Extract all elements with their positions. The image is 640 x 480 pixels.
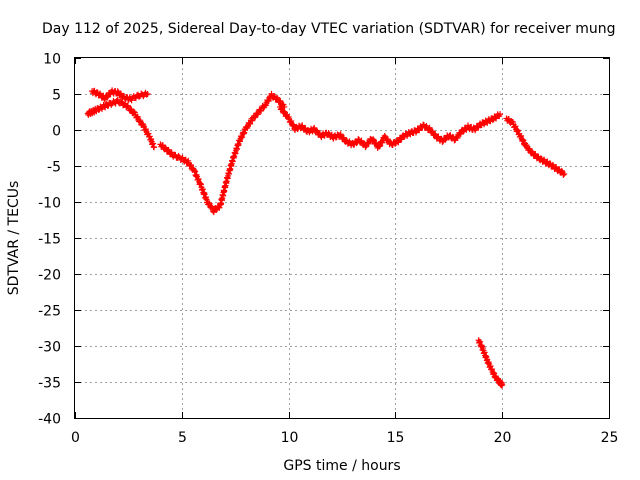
x-tick-label: 20 — [494, 430, 512, 446]
data-point — [523, 142, 530, 149]
data-point — [247, 120, 254, 127]
x-tick-label: 0 — [71, 430, 80, 446]
plot-frame — [74, 57, 610, 419]
data-point — [117, 98, 124, 105]
data-point — [512, 123, 519, 130]
data-point — [145, 130, 152, 137]
data-point — [313, 127, 320, 134]
data-point — [162, 144, 169, 151]
y-axis-title: SDTVAR / TECUs — [6, 181, 22, 296]
y-tick-label: -25 — [38, 304, 61, 320]
data-point — [136, 117, 143, 124]
data-point — [514, 127, 521, 134]
y-tick-label: 10 — [43, 52, 61, 68]
data-point — [337, 131, 344, 138]
x-tick-label: 10 — [281, 430, 299, 446]
data-point — [132, 95, 139, 102]
data-point — [104, 94, 111, 101]
data-point — [460, 128, 467, 135]
data-point — [370, 136, 377, 143]
y-tick-label: 5 — [52, 88, 61, 104]
x-tick-labels: 0 5 10 15 20 25 — [71, 430, 618, 446]
data-point — [139, 120, 146, 127]
x-tick-label: 5 — [178, 430, 187, 446]
data-point — [258, 107, 265, 114]
y-tick-label: -30 — [38, 340, 61, 356]
data-point — [489, 117, 496, 124]
y-tick-label: -20 — [38, 268, 61, 284]
data-point — [142, 126, 149, 133]
data-point — [134, 113, 141, 120]
data-point — [114, 96, 121, 103]
data-point — [281, 108, 288, 115]
data-point — [499, 381, 506, 388]
data-point — [454, 134, 461, 141]
y-tick-label: -10 — [38, 196, 61, 212]
x-tick-label: 15 — [387, 430, 405, 446]
y-tick-label: -15 — [38, 232, 61, 248]
x-tick-label: 25 — [601, 430, 619, 446]
data-point — [428, 128, 435, 135]
data-point — [561, 170, 568, 177]
data-point — [376, 143, 383, 150]
data-point — [151, 144, 158, 151]
data-point — [143, 91, 150, 98]
data-point — [185, 157, 192, 164]
chart-title: Day 112 of 2025, Sidereal Day-to-day VTE… — [42, 21, 616, 37]
data-point — [288, 117, 295, 124]
data-point — [529, 148, 536, 155]
data-series — [84, 87, 568, 389]
x-axis-title: GPS time / hours — [283, 458, 400, 474]
y-tick-label: -35 — [38, 376, 61, 392]
y-tick-labels: 10 5 0 -5 -10 -15 -20 -25 -30 -35 -40 — [38, 52, 61, 428]
data-point — [262, 102, 269, 109]
data-point — [290, 121, 297, 128]
data-point — [114, 88, 121, 95]
data-point — [216, 204, 223, 211]
data-point — [124, 102, 131, 109]
data-point — [378, 138, 385, 145]
y-tick-label: -40 — [38, 412, 61, 428]
axis-ticks — [75, 58, 610, 419]
data-point — [188, 162, 195, 169]
data-point — [362, 144, 369, 151]
data-point — [537, 155, 544, 162]
data-point — [277, 97, 284, 104]
y-tick-label: -5 — [47, 160, 61, 176]
data-point — [515, 127, 522, 134]
y-tick-label: 0 — [52, 124, 61, 140]
data-point — [213, 206, 220, 213]
data-point — [412, 129, 419, 136]
data-point — [279, 105, 286, 112]
data-point — [426, 124, 433, 131]
data-point — [130, 108, 137, 115]
data-point — [144, 91, 151, 97]
data-point — [353, 140, 360, 147]
grid — [75, 58, 609, 418]
data-point — [265, 98, 272, 105]
data-point — [558, 167, 565, 174]
data-point — [381, 133, 388, 140]
data-point — [497, 111, 504, 118]
data-point — [560, 171, 567, 178]
data-point — [249, 117, 256, 124]
data-point — [251, 114, 258, 121]
